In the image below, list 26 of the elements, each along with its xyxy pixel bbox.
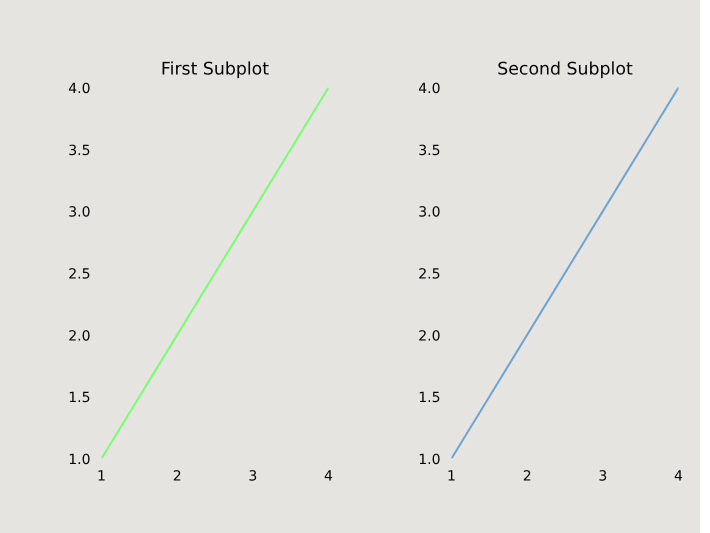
y-tick-label: 2.5 <box>418 266 440 282</box>
x-tick-label: 1 <box>447 468 456 484</box>
x-tick-label: 4 <box>324 468 334 484</box>
x-tick-label: 3 <box>248 468 258 484</box>
y-tick-label: 3.5 <box>418 142 440 159</box>
x-tick-label: 3 <box>598 468 608 484</box>
y-tick-label: 4.0 <box>418 81 440 97</box>
y-tick-label: 2.0 <box>418 328 440 344</box>
y-tick-label: 4.0 <box>68 81 90 97</box>
y-tick-label: 3.5 <box>68 142 90 159</box>
x-tick-label: 1 <box>97 468 106 484</box>
y-tick-label: 2.5 <box>68 266 90 282</box>
chart-title: Second Subplot <box>497 60 633 80</box>
y-tick-label: 1.5 <box>68 390 90 406</box>
line-series <box>452 88 678 458</box>
x-tick-label: 2 <box>172 468 182 484</box>
y-tick-label: 3.0 <box>68 204 90 221</box>
chart-title: First Subplot <box>160 60 270 80</box>
y-tick-label: 3.0 <box>418 204 440 221</box>
line-series <box>102 88 328 458</box>
y-tick-label: 1.0 <box>418 452 440 468</box>
y-tick-label: 2.0 <box>68 328 90 344</box>
x-tick-label: 4 <box>674 468 684 484</box>
y-tick-label: 1.0 <box>68 452 90 468</box>
y-tick-label: 1.5 <box>418 390 440 406</box>
x-tick-label: 2 <box>522 468 532 484</box>
